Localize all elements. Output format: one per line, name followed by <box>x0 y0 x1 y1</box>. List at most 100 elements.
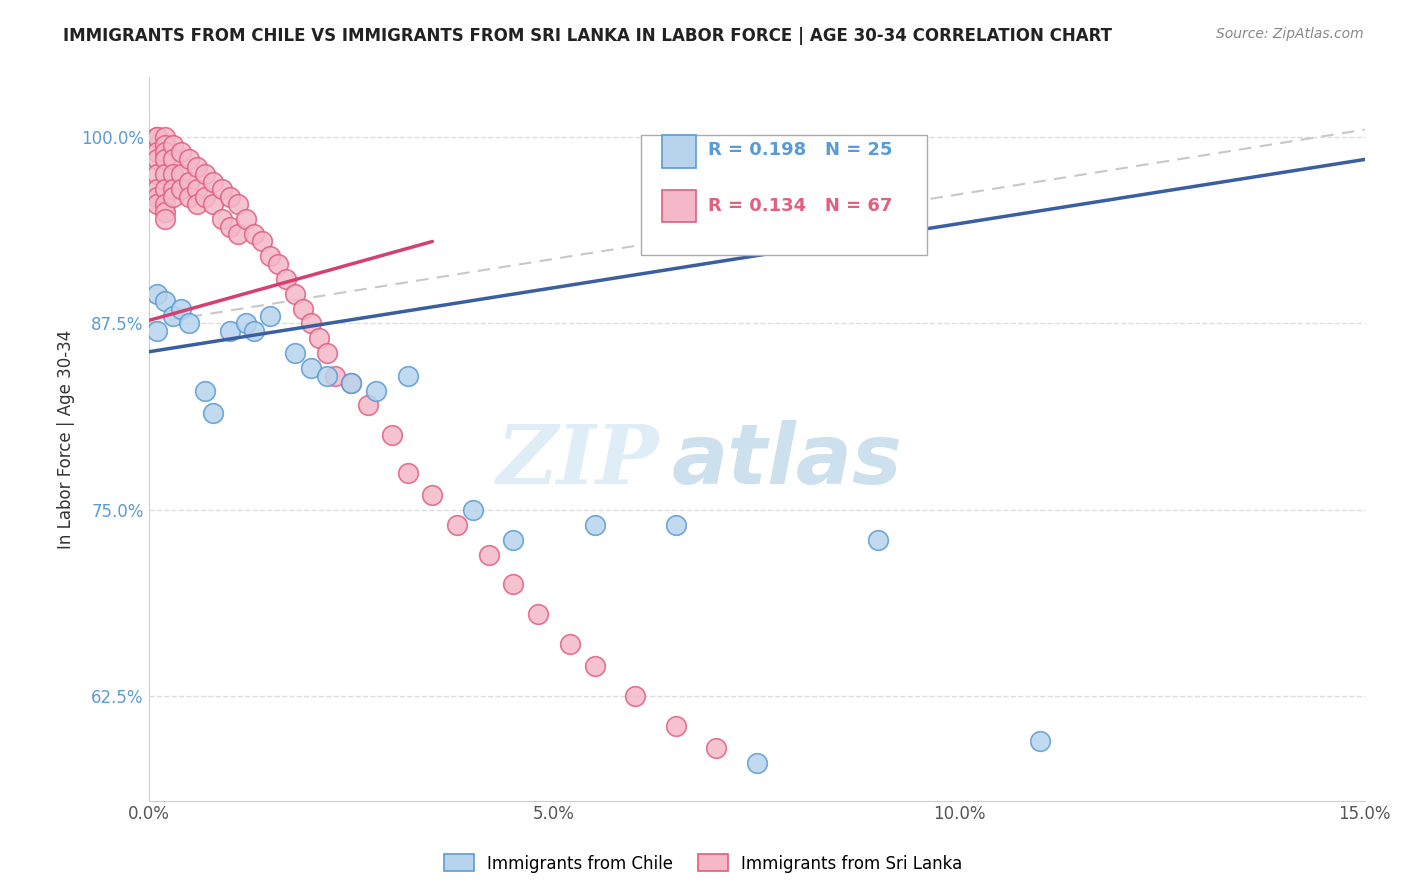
Point <box>291 301 314 316</box>
Point <box>202 197 225 211</box>
Point <box>153 145 176 159</box>
Text: IMMIGRANTS FROM CHILE VS IMMIGRANTS FROM SRI LANKA IN LABOR FORCE | AGE 30-34 CO: IMMIGRANTS FROM CHILE VS IMMIGRANTS FROM… <box>63 27 1112 45</box>
Point <box>170 301 193 316</box>
Point <box>170 182 193 196</box>
Text: ZIP: ZIP <box>496 421 659 500</box>
Point <box>162 309 184 323</box>
Point <box>179 190 201 204</box>
Point <box>145 130 167 145</box>
Point <box>704 741 727 756</box>
Point <box>250 235 273 249</box>
Y-axis label: In Labor Force | Age 30-34: In Labor Force | Age 30-34 <box>58 329 75 549</box>
Point <box>186 160 208 174</box>
Legend: Immigrants from Chile, Immigrants from Sri Lanka: Immigrants from Chile, Immigrants from S… <box>437 847 969 880</box>
Point <box>194 384 217 398</box>
Point <box>153 294 176 309</box>
Point <box>194 190 217 204</box>
Point <box>665 719 688 733</box>
Point <box>145 190 167 204</box>
Point <box>186 182 208 196</box>
Point <box>396 466 419 480</box>
Point <box>396 368 419 383</box>
Point <box>170 145 193 159</box>
Point <box>868 533 890 547</box>
Point <box>145 182 167 196</box>
Point <box>316 368 339 383</box>
Point <box>162 153 184 167</box>
Point <box>583 659 606 673</box>
Point <box>356 399 378 413</box>
Point <box>243 324 266 338</box>
Point <box>422 488 444 502</box>
Point <box>145 153 167 167</box>
Point <box>170 167 193 181</box>
Point <box>259 249 281 263</box>
Point <box>162 190 184 204</box>
Point <box>308 331 330 345</box>
Point <box>745 756 768 771</box>
FancyBboxPatch shape <box>641 136 927 254</box>
Bar <box>662 136 696 168</box>
Point <box>235 212 257 227</box>
Point <box>153 197 176 211</box>
Point <box>145 167 167 181</box>
Point <box>323 368 346 383</box>
Point <box>381 428 404 442</box>
Point <box>340 376 363 390</box>
Point <box>194 167 217 181</box>
Point <box>340 376 363 390</box>
Point <box>153 204 176 219</box>
Point <box>162 182 184 196</box>
Point <box>478 548 501 562</box>
Point <box>202 406 225 420</box>
Text: R = 0.198   N = 25: R = 0.198 N = 25 <box>709 141 893 159</box>
Point <box>226 227 249 241</box>
Point <box>153 182 176 196</box>
Point <box>665 517 688 532</box>
Point <box>267 257 290 271</box>
Point <box>162 167 184 181</box>
Point <box>179 153 201 167</box>
Point <box>186 197 208 211</box>
Point <box>145 197 167 211</box>
Point <box>218 190 240 204</box>
Point <box>145 286 167 301</box>
Point <box>218 219 240 234</box>
Point <box>145 145 167 159</box>
Point <box>299 317 322 331</box>
Point <box>502 577 524 591</box>
Point <box>1029 734 1052 748</box>
Point <box>211 182 233 196</box>
Point <box>153 137 176 152</box>
Point <box>179 317 201 331</box>
Point <box>283 346 305 360</box>
Point <box>461 503 484 517</box>
Point <box>316 346 339 360</box>
Point <box>211 212 233 227</box>
Point <box>202 175 225 189</box>
Point <box>153 130 176 145</box>
Bar <box>662 189 696 222</box>
Point <box>226 197 249 211</box>
Point <box>283 286 305 301</box>
Text: atlas: atlas <box>672 420 903 501</box>
Point <box>153 153 176 167</box>
Point <box>560 637 582 651</box>
Point <box>624 690 647 704</box>
Text: Source: ZipAtlas.com: Source: ZipAtlas.com <box>1216 27 1364 41</box>
Point <box>583 517 606 532</box>
Text: R = 0.134   N = 67: R = 0.134 N = 67 <box>709 197 893 215</box>
Point <box>299 361 322 376</box>
Point <box>162 137 184 152</box>
Point <box>179 175 201 189</box>
Point <box>153 212 176 227</box>
Point <box>276 271 298 285</box>
Point <box>259 309 281 323</box>
Point <box>145 324 167 338</box>
Point <box>364 384 387 398</box>
Point <box>526 607 548 622</box>
Point <box>145 130 167 145</box>
Point <box>243 227 266 241</box>
Point <box>153 167 176 181</box>
Point <box>235 317 257 331</box>
